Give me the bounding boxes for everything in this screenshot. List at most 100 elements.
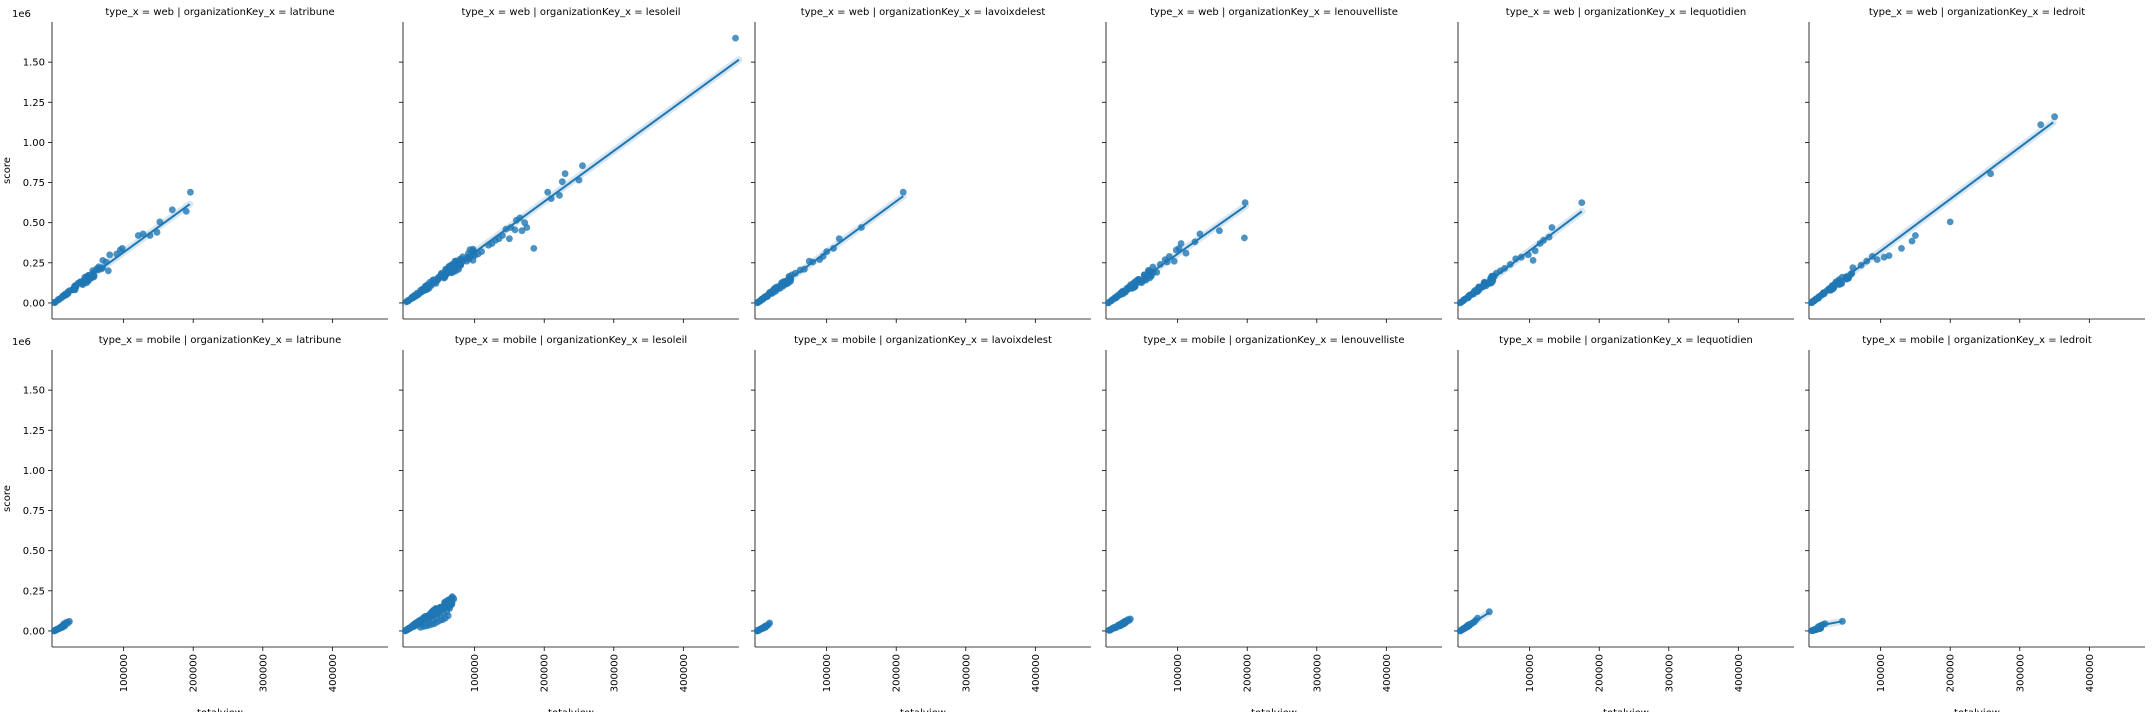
data-point — [104, 267, 112, 275]
regression-line — [1459, 611, 1490, 632]
x-tick-label: 400000 — [2085, 654, 2096, 692]
data-point — [511, 226, 519, 234]
y-tick-label: 1.25 — [23, 98, 45, 109]
y-offset-label: 1e6 — [12, 337, 31, 348]
data-point — [134, 232, 142, 239]
data-point — [1216, 227, 1223, 235]
data-point — [530, 245, 538, 252]
y-tick-label: 1.00 — [23, 466, 45, 477]
x-axis-label: totalview — [1603, 708, 1649, 712]
data-point — [506, 235, 513, 243]
data-point — [1172, 246, 1180, 254]
y-tick-label: 1.25 — [23, 426, 45, 437]
data-point — [153, 228, 161, 236]
x-tick-label: 200000 — [892, 654, 903, 692]
y-tick-label: 0.00 — [23, 298, 45, 309]
facet-panel-mobile-lavoixdelest: type_x = mobile | organizationKey_x = la… — [751, 335, 1091, 712]
data-point — [106, 251, 114, 259]
y-tick-label: 0.75 — [23, 178, 45, 189]
panel-title: type_x = mobile | organizationKey_x = la… — [794, 335, 1052, 346]
data-point — [558, 178, 566, 186]
x-tick-label: 200000 — [189, 654, 200, 692]
regression-line — [53, 622, 70, 632]
facet-panel-web-lavoixdelest: type_x = web | organizationKey_x = lavoi… — [751, 7, 1091, 323]
data-point — [2037, 121, 2045, 129]
panel-title: type_x = web | organizationKey_x = lesol… — [461, 7, 680, 18]
x-tick-label: 100000 — [1876, 654, 1887, 692]
data-point — [1873, 256, 1881, 263]
data-point — [1839, 617, 1846, 625]
y-tick-label: 0.25 — [23, 586, 45, 597]
panel-title: type_x = web | organizationKey_x = lequo… — [1506, 7, 1746, 18]
data-point — [2051, 113, 2059, 121]
panel-title: type_x = mobile | organizationKey_x = le… — [1143, 335, 1404, 346]
facet-panel-web-lenouvelliste: type_x = web | organizationKey_x = lenou… — [1102, 7, 1442, 323]
data-point — [1529, 257, 1537, 264]
x-tick-label: 100000 — [822, 654, 833, 692]
data-point — [99, 257, 107, 264]
regression-line — [1107, 204, 1247, 304]
panel-title: type_x = mobile | organizationKey_x = le… — [1862, 335, 2092, 346]
facet-panel-web-lesoleil: type_x = web | organizationKey_x = lesol… — [399, 7, 743, 323]
x-tick-label: 300000 — [2015, 654, 2026, 692]
data-point — [1908, 237, 1916, 245]
y-axis-label: score — [2, 157, 13, 184]
data-point — [835, 235, 843, 243]
x-tick-label: 300000 — [1664, 654, 1675, 692]
data-point — [1170, 257, 1178, 265]
data-point — [1182, 249, 1190, 257]
y-tick-label: 1.50 — [23, 58, 45, 69]
facet-panel-web-lequotidien: type_x = web | organizationKey_x = lequo… — [1454, 7, 1794, 323]
data-point — [523, 224, 531, 231]
y-tick-label: 0.50 — [23, 546, 45, 557]
data-point — [1196, 230, 1204, 238]
data-point — [452, 267, 459, 275]
x-tick-label: 100000 — [1525, 654, 1536, 692]
facet-panel-mobile-ledroit: type_x = mobile | organizationKey_x = le… — [1805, 335, 2145, 712]
x-tick-label: 200000 — [540, 654, 551, 692]
data-point — [426, 617, 433, 625]
x-tick-label: 400000 — [679, 654, 690, 692]
x-tick-label: 400000 — [328, 654, 339, 692]
x-axis-label: totalview — [548, 708, 594, 712]
panel-title: type_x = web | organizationKey_x = lenou… — [1150, 7, 1398, 18]
facet-panel-web-latribune: type_x = web | organizationKey_x = latri… — [2, 7, 388, 323]
data-point — [556, 192, 563, 199]
data-point — [1898, 245, 1905, 252]
data-point — [168, 206, 176, 214]
x-tick-label: 300000 — [258, 654, 269, 692]
data-point — [1548, 224, 1556, 231]
regression-line — [404, 598, 455, 632]
y-tick-label: 0.50 — [23, 218, 45, 229]
data-point — [518, 227, 526, 235]
data-point — [1912, 232, 1919, 239]
data-point — [544, 188, 552, 196]
x-tick-label: 400000 — [1031, 654, 1042, 692]
y-tick-label: 0.75 — [23, 506, 45, 517]
regression-line — [404, 58, 740, 304]
regression-line — [1810, 121, 2054, 304]
data-point — [1880, 253, 1888, 261]
x-tick-label: 400000 — [1734, 654, 1745, 692]
regression-line — [1810, 620, 1843, 632]
data-point — [1531, 247, 1539, 255]
y-tick-label: 0.00 — [23, 626, 45, 637]
data-point — [1149, 263, 1157, 271]
x-tick-label: 300000 — [961, 654, 972, 692]
data-point — [732, 34, 739, 42]
data-point — [187, 188, 194, 196]
data-point — [1241, 234, 1248, 242]
facet-panel-mobile-lenouvelliste: type_x = mobile | organizationKey_x = le… — [1102, 335, 1442, 712]
data-point — [1946, 218, 1954, 226]
data-point — [182, 208, 190, 215]
x-axis-label: totalview — [1251, 708, 1297, 712]
y-tick-label: 1.50 — [23, 386, 45, 397]
panel-title: type_x = mobile | organizationKey_x = le… — [1499, 335, 1753, 346]
facet-panel-mobile-lequotidien: type_x = mobile | organizationKey_x = le… — [1454, 335, 1794, 712]
x-tick-label: 200000 — [1243, 654, 1254, 692]
x-axis-label: totalview — [900, 708, 946, 712]
x-tick-label: 100000 — [1173, 654, 1184, 692]
regression-line — [1107, 618, 1131, 632]
x-tick-label: 200000 — [1595, 654, 1606, 692]
